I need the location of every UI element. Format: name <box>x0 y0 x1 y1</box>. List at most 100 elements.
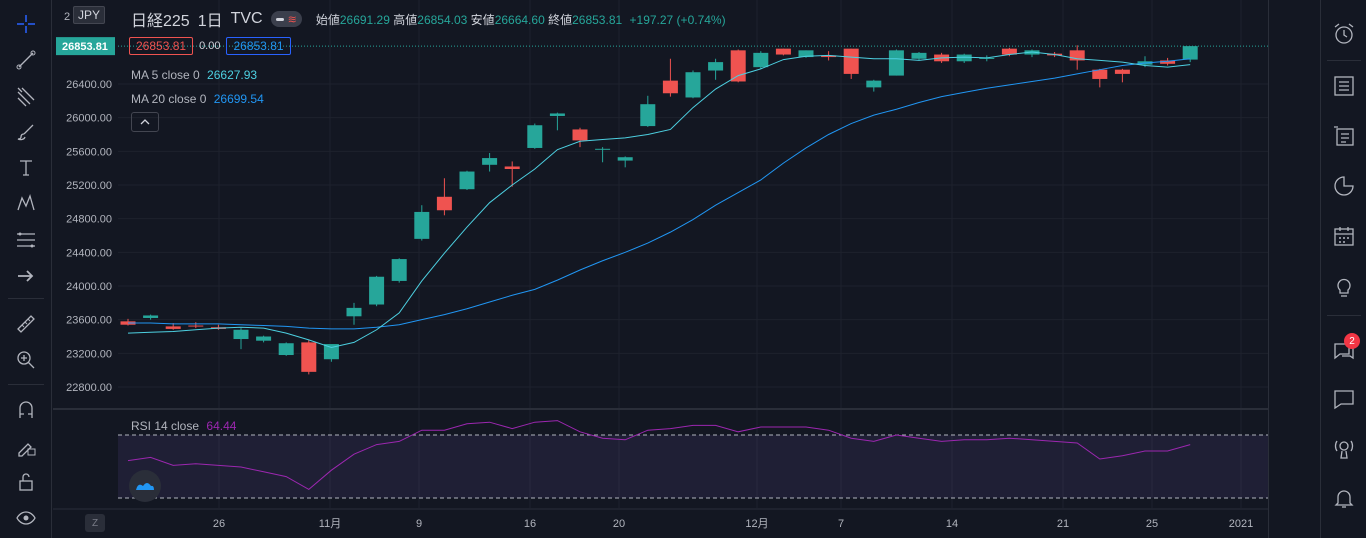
time-tick-label: 14 <box>946 518 958 530</box>
price-tick-label: 25600.00 <box>66 146 112 158</box>
chart-canvas[interactable]: 26400.0026000.0025600.0025200.0024800.00… <box>53 0 1268 538</box>
candle <box>527 123 543 149</box>
candle <box>843 48 859 79</box>
pattern-icon[interactable] <box>10 188 42 220</box>
chat-notification-badge: 2 <box>1344 333 1360 349</box>
time-tick-label: 12月 <box>745 518 768 530</box>
price-tick-label: 26400.00 <box>66 79 112 91</box>
time-tick-label: 7 <box>838 518 844 530</box>
calendar-icon[interactable] <box>1328 220 1360 252</box>
candle <box>369 275 385 307</box>
candle <box>617 156 633 168</box>
brush-icon[interactable] <box>10 116 42 148</box>
time-tick-label: 16 <box>524 518 536 530</box>
candle <box>233 328 249 350</box>
wave-icon: ≋ <box>287 13 297 26</box>
chevron-up-icon <box>140 119 150 125</box>
candle <box>775 48 791 56</box>
time-tick-label: 25 <box>1146 518 1158 530</box>
price-tick-label: 25200.00 <box>66 180 112 192</box>
messages-icon[interactable] <box>1328 383 1360 415</box>
price-tick-label: 22800.00 <box>66 382 112 394</box>
rsi-line <box>127 420 1191 491</box>
lock-drawing-icon[interactable] <box>10 430 42 462</box>
text-icon[interactable] <box>10 152 42 184</box>
timezone-button[interactable]: Z <box>85 514 105 532</box>
crosshair-icon[interactable] <box>10 8 42 40</box>
details-icon[interactable] <box>1328 120 1360 152</box>
buy-button[interactable]: 26853.81 <box>226 37 291 55</box>
price-tick-label: 23200.00 <box>66 348 112 360</box>
streams-icon[interactable] <box>1328 432 1360 464</box>
ma5-legend[interactable]: MA 5 close 0 26627.93 <box>131 68 257 82</box>
watchlist-icon[interactable] <box>1328 70 1360 102</box>
chat-icon[interactable]: 2 <box>1328 333 1360 367</box>
rsi-value: 64.44 <box>206 419 237 433</box>
candle <box>640 95 656 127</box>
candle <box>595 147 611 163</box>
candle <box>1182 46 1198 63</box>
eye-icon[interactable] <box>10 502 42 534</box>
symbol-interval[interactable]: 1日 <box>197 13 223 30</box>
arrow-icon[interactable] <box>10 260 42 292</box>
alarm-clock-icon[interactable] <box>1328 18 1360 50</box>
candle <box>1024 49 1040 58</box>
candle <box>1114 68 1130 83</box>
candle <box>188 322 204 329</box>
candle <box>662 58 678 97</box>
low-label: 安値 <box>470 12 495 27</box>
ideas-lightbulb-icon[interactable] <box>1328 270 1360 302</box>
magnet-icon[interactable] <box>10 394 42 426</box>
fib-icon[interactable] <box>10 224 42 256</box>
tradingview-logo[interactable] <box>129 470 161 502</box>
change-value: +197.27 (+0.74%) <box>629 12 726 27</box>
candle <box>278 342 294 356</box>
close-label: 終値 <box>548 12 573 27</box>
sell-button[interactable]: 26853.81 <box>129 37 194 55</box>
candle <box>504 161 520 187</box>
main-chart-area[interactable]: 26400.00 26000.00 25600.00 25200.00 24800.00… <box>53 0 1302 538</box>
symbol-source: TVC <box>230 10 263 27</box>
rsi-label: RSI 14 close <box>131 419 200 433</box>
lock-icon[interactable] <box>10 466 42 498</box>
candle <box>143 314 159 320</box>
ma5-label: MA 5 close 0 <box>131 68 200 82</box>
candle <box>482 153 498 172</box>
low-value: 26664.60 <box>494 12 545 27</box>
collapse-legend-button[interactable] <box>131 112 159 132</box>
svg-text:26853.81: 26853.81 <box>62 41 108 53</box>
price-tick-label-partial: 2 <box>64 11 70 23</box>
candle <box>346 302 362 325</box>
candle <box>708 58 724 80</box>
candle <box>572 127 588 148</box>
ma20-label: MA 20 close 0 <box>131 92 207 106</box>
candle <box>301 339 317 375</box>
rsi-band <box>118 435 1268 498</box>
high-value: 26854.03 <box>417 12 468 27</box>
candle <box>414 205 430 241</box>
price-tick-label: 24000.00 <box>66 281 112 293</box>
time-tick-label: 9 <box>416 518 422 530</box>
rsi-legend[interactable]: RSI 14 close 64.44 <box>131 419 236 433</box>
notifications-bell-icon[interactable] <box>1328 482 1360 514</box>
pitchfork-icon[interactable] <box>10 80 42 112</box>
currency-badge[interactable]: JPY <box>73 6 106 24</box>
ruler-icon[interactable] <box>10 308 42 340</box>
candle <box>210 324 226 330</box>
symbol-name[interactable]: 日経225 <box>131 13 190 30</box>
ma20-line <box>128 58 1191 330</box>
ma20-legend[interactable]: MA 20 close 0 26699.54 <box>131 92 264 106</box>
right-widget-toolbar: 2 <box>1320 0 1366 538</box>
hotlist-icon[interactable] <box>1328 170 1360 202</box>
zoom-icon[interactable] <box>10 344 42 376</box>
right-panel-divider <box>1268 0 1320 538</box>
ma5-value: 26627.93 <box>207 68 258 82</box>
time-tick-label: 11月 <box>319 518 341 530</box>
candle <box>391 258 407 283</box>
open-label: 始値 <box>315 12 340 27</box>
legend-toggle[interactable]: ≋ <box>270 11 302 27</box>
time-tick-label: 26 <box>213 518 225 530</box>
ma5-line <box>127 51 1191 348</box>
trend-line-icon[interactable] <box>10 44 42 76</box>
last-price-tag: 26853.81 <box>56 37 115 56</box>
